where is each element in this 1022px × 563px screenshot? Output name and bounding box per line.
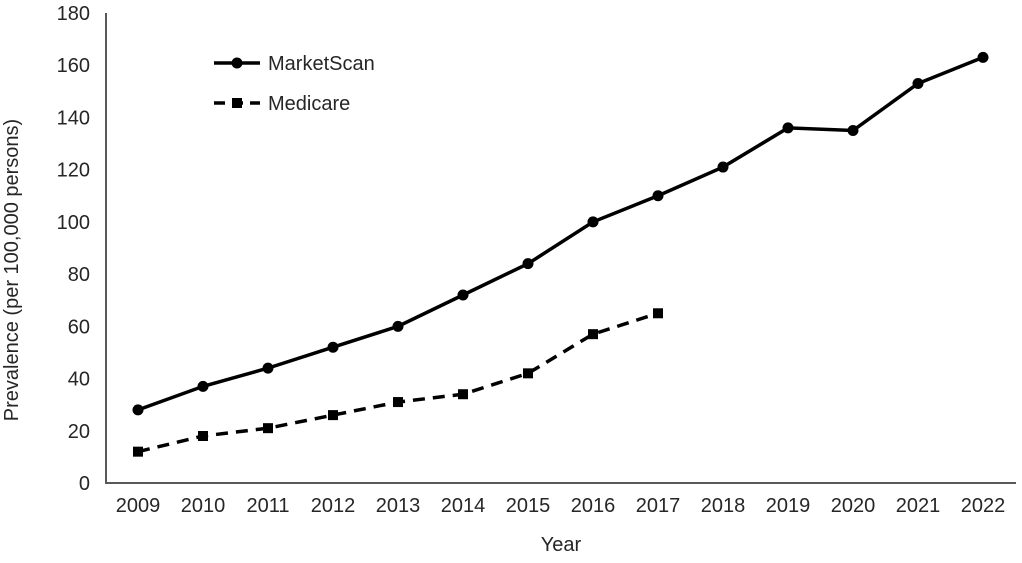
data-series: [132, 51, 989, 457]
marketscan-point: [457, 289, 469, 301]
marketscan-point: [262, 362, 274, 374]
medicare-legend-marker: [232, 98, 242, 108]
medicare-point: [133, 446, 143, 457]
marketscan-point: [912, 78, 924, 89]
x-tick-label: 2011: [246, 495, 289, 517]
medicare-point: [198, 431, 208, 441]
medicare-point: [458, 389, 468, 400]
x-tick-label: 2009: [116, 495, 161, 517]
legend-item-medicare: Medicare: [214, 93, 350, 115]
marketscan-point: [392, 320, 404, 332]
x-tick-label: 2020: [831, 495, 876, 517]
axis-lines: [105, 13, 1016, 484]
x-tick-label: 2016: [571, 495, 616, 517]
x-axis-title: Year: [541, 534, 582, 556]
marketscan-point: [847, 125, 859, 136]
x-tick-label: 2021: [896, 495, 941, 517]
y-tick-label: 100: [57, 212, 90, 234]
legend-item-marketscan: MarketScan: [214, 53, 375, 75]
marketscan-legend-label: MarketScan: [268, 53, 375, 75]
marketscan-point: [522, 258, 534, 270]
medicare-point: [328, 410, 338, 421]
x-tick-label: 2015: [506, 495, 551, 517]
marketscan-point: [327, 341, 339, 353]
marketscan-point: [652, 190, 664, 202]
medicare-legend-label: Medicare: [268, 93, 350, 115]
marketscan-point: [132, 404, 144, 416]
y-tick-label: 120: [57, 160, 90, 182]
x-tick-label: 2018: [701, 495, 746, 517]
x-tick-label: 2010: [181, 495, 226, 517]
y-tick-label: 60: [68, 316, 90, 338]
x-tick-label: 2014: [441, 495, 486, 517]
marketscan-point: [587, 216, 599, 228]
x-tick-label: 2012: [311, 495, 356, 517]
marketscan-line: [137, 55, 984, 412]
medicare-point: [653, 308, 663, 319]
x-tick-label: 2022: [961, 495, 1006, 517]
marketscan-point: [197, 380, 209, 392]
y-tick-label: 160: [57, 55, 90, 77]
medicare-point: [263, 423, 273, 434]
x-tick-label: 2017: [636, 495, 681, 517]
axes: [105, 13, 1016, 484]
y-tick-label: 0: [79, 473, 90, 495]
marketscan-point: [977, 51, 989, 63]
y-tick-label: 140: [57, 107, 90, 129]
legend: MarketScan Medicare: [214, 53, 375, 115]
x-axis-tick-labels: 2009 2010 2011 2012 2013 2014 2015 2016 2017 2018…: [116, 495, 1006, 517]
y-tick-label: 80: [68, 264, 90, 286]
marketscan-legend-marker: [231, 57, 243, 69]
medicare-point: [588, 329, 598, 340]
y-axis-tick-labels: 0 20 40 60 80 100 120 140 160 180: [57, 3, 90, 495]
medicare-point: [523, 368, 533, 379]
y-tick-label: 180: [57, 3, 90, 25]
x-tick-label: 2013: [376, 495, 421, 517]
y-tick-label: 20: [68, 421, 90, 443]
y-axis-title: Prevalence (per 100,000 persons): [1, 119, 23, 421]
y-tick-label: 40: [68, 369, 90, 391]
marketscan-point: [717, 161, 729, 173]
marketscan-point: [782, 122, 794, 134]
x-tick-label: 2019: [766, 495, 811, 517]
medicare-point: [393, 397, 403, 408]
